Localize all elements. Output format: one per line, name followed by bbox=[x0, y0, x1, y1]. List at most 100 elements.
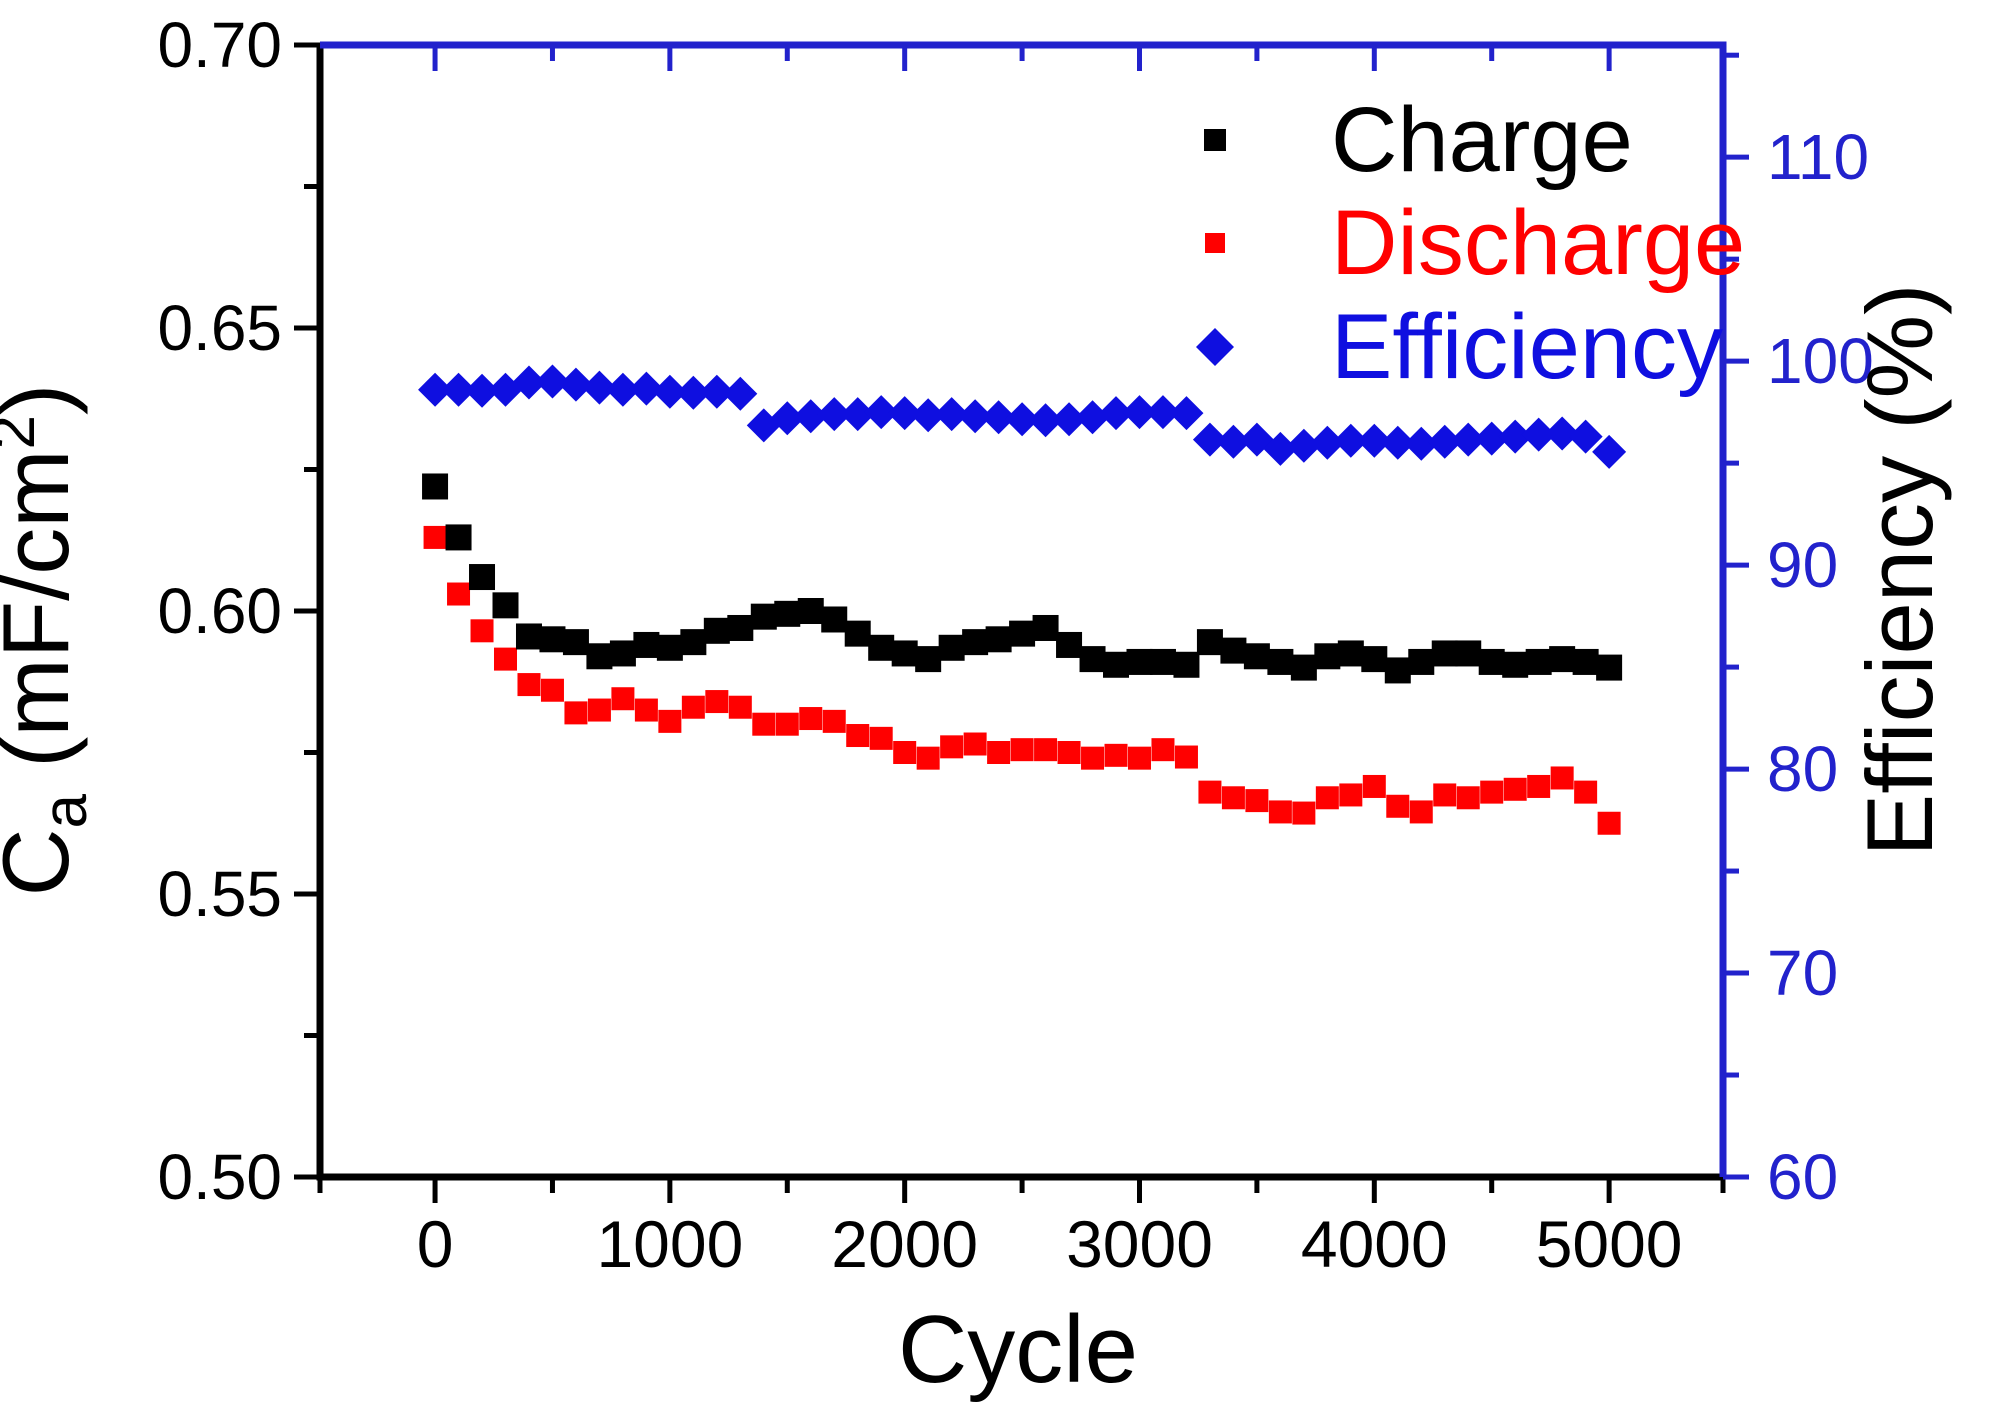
data-point-charge bbox=[1220, 637, 1247, 664]
right-tick-label: 70 bbox=[1767, 937, 1838, 1009]
data-point-efficiency bbox=[1568, 419, 1603, 454]
data-point-discharge bbox=[775, 712, 799, 736]
data-point-charge bbox=[1149, 648, 1176, 675]
data-point-efficiency bbox=[1263, 431, 1298, 466]
data-point-charge bbox=[1126, 648, 1153, 675]
data-point-charge bbox=[1525, 648, 1552, 675]
data-point-discharge bbox=[1221, 786, 1245, 810]
data-point-efficiency bbox=[1404, 426, 1439, 461]
data-point-efficiency bbox=[958, 399, 993, 434]
data-point-efficiency bbox=[1028, 403, 1063, 438]
data-point-efficiency bbox=[1498, 419, 1533, 454]
data-point-discharge bbox=[963, 732, 987, 756]
data-point-discharge bbox=[470, 619, 494, 643]
data-point-discharge bbox=[1480, 780, 1504, 804]
data-point-charge bbox=[1337, 640, 1364, 667]
data-point-efficiency bbox=[864, 395, 899, 430]
data-point-discharge bbox=[1057, 741, 1081, 764]
data-point-discharge bbox=[1010, 738, 1034, 762]
data-point-charge bbox=[609, 640, 636, 667]
data-point-charge bbox=[1267, 648, 1294, 675]
x-tick-label: 5000 bbox=[1536, 1207, 1683, 1281]
data-point-efficiency bbox=[1122, 395, 1157, 430]
data-point-charge bbox=[539, 626, 566, 653]
data-point-charge bbox=[1314, 643, 1341, 670]
data-point-efficiency bbox=[1216, 424, 1251, 459]
data-point-discharge bbox=[1456, 786, 1480, 810]
data-point-charge bbox=[1549, 646, 1576, 673]
data-point-charge bbox=[492, 592, 519, 619]
data-point-efficiency bbox=[1380, 425, 1415, 460]
data-point-efficiency bbox=[1357, 423, 1392, 458]
data-point-efficiency bbox=[558, 367, 593, 402]
data-point-efficiency bbox=[817, 397, 852, 432]
data-point-efficiency bbox=[1592, 434, 1627, 469]
data-point-charge bbox=[938, 634, 965, 661]
data-point-efficiency bbox=[652, 374, 687, 409]
data-point-charge bbox=[844, 620, 871, 647]
data-point-efficiency bbox=[1545, 416, 1580, 451]
data-point-efficiency bbox=[699, 374, 734, 409]
data-point-discharge bbox=[564, 701, 588, 725]
data-point-charge bbox=[797, 598, 824, 624]
data-point-discharge bbox=[940, 735, 964, 759]
data-point-charge bbox=[1431, 640, 1458, 667]
data-point-discharge bbox=[1034, 738, 1058, 762]
data-point-charge bbox=[1173, 651, 1200, 678]
data-point-discharge bbox=[1104, 743, 1128, 767]
data-point-discharge bbox=[1245, 789, 1269, 813]
data-point-charge bbox=[422, 473, 449, 500]
data-point-efficiency bbox=[1451, 422, 1486, 457]
data-point-discharge bbox=[494, 647, 518, 671]
data-point-efficiency bbox=[723, 376, 758, 411]
left-tick-label: 0.70 bbox=[157, 9, 282, 81]
data-point-charge bbox=[1596, 654, 1623, 681]
data-point-discharge bbox=[1081, 746, 1105, 770]
data-point-discharge bbox=[1339, 783, 1363, 807]
data-point-discharge bbox=[611, 687, 635, 711]
axis-tick-labels: 0 1000 2000 3000 4000 5000 0.50 0.55 0.60 0.65 0.7… bbox=[157, 9, 1873, 1281]
data-point-charge bbox=[915, 646, 942, 673]
data-point-efficiency bbox=[535, 364, 570, 399]
data-point-discharge bbox=[705, 690, 729, 714]
data-point-discharge bbox=[916, 746, 940, 770]
data-point-efficiency bbox=[629, 371, 664, 406]
left-bottom-axis bbox=[316, 45, 1723, 1181]
data-point-charge bbox=[1361, 646, 1388, 673]
data-point-discharge bbox=[1597, 811, 1621, 835]
left-tick-label: 0.55 bbox=[157, 858, 282, 930]
data-point-discharge bbox=[1574, 780, 1598, 804]
data-point-discharge bbox=[1386, 794, 1410, 818]
data-point-charge bbox=[1478, 648, 1505, 675]
data-point-charge bbox=[680, 629, 707, 656]
data-point-discharge bbox=[1550, 766, 1574, 790]
data-point-efficiency bbox=[1474, 421, 1509, 456]
data-point-charge bbox=[1290, 654, 1317, 681]
data-point-efficiency bbox=[1145, 395, 1180, 430]
legend-marker-discharge-icon bbox=[1205, 233, 1225, 253]
left-tick-label: 0.65 bbox=[157, 292, 282, 364]
data-point-charge bbox=[1103, 651, 1130, 678]
data-point-charge bbox=[821, 606, 848, 633]
data-point-discharge bbox=[1198, 780, 1222, 804]
data-point-efficiency bbox=[488, 372, 523, 407]
data-point-efficiency bbox=[1310, 425, 1345, 460]
data-points bbox=[418, 364, 1627, 835]
data-point-discharge bbox=[1127, 746, 1151, 770]
data-point-charge bbox=[985, 626, 1012, 653]
data-point-charge bbox=[445, 524, 472, 551]
legend-label-efficiency: Efficiency bbox=[1331, 296, 1723, 398]
right-tick-label: 80 bbox=[1767, 733, 1838, 805]
data-point-charge bbox=[1196, 629, 1223, 656]
data-point-discharge bbox=[846, 724, 870, 748]
right-tick-label: 100 bbox=[1767, 325, 1874, 397]
x-tick-label: 0 bbox=[417, 1207, 454, 1281]
data-point-discharge bbox=[1292, 801, 1316, 825]
data-point-charge bbox=[562, 629, 589, 656]
legend-marker-efficiency-icon bbox=[1196, 328, 1234, 366]
data-point-efficiency bbox=[770, 401, 805, 436]
data-point-efficiency bbox=[1169, 396, 1204, 431]
x-tick-label: 2000 bbox=[831, 1207, 978, 1281]
data-point-discharge bbox=[728, 695, 752, 719]
data-point-charge bbox=[1243, 643, 1270, 670]
